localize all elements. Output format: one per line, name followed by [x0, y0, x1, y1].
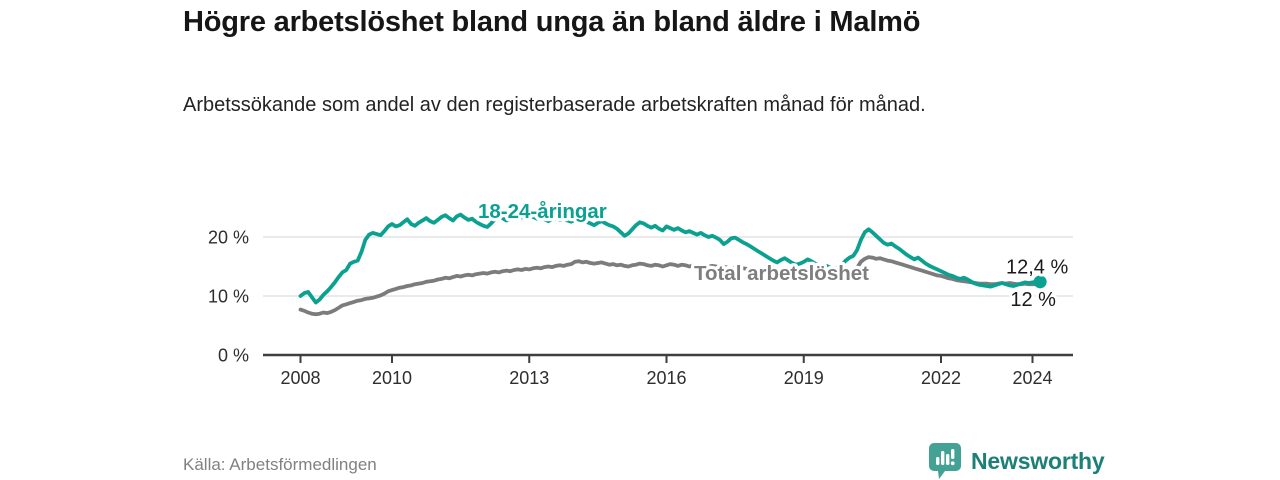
end-value-label-youth: 12,4 % — [1006, 256, 1068, 278]
x-tick-label: 2010 — [372, 368, 412, 388]
series-line-total — [298, 255, 1042, 317]
x-tick-label: 2013 — [509, 368, 549, 388]
x-tick-label: 2019 — [784, 368, 824, 388]
x-tick-label: 2016 — [646, 368, 686, 388]
page-title: Högre arbetslöshet bland unga än bland ä… — [183, 6, 921, 38]
x-tick-label: 2024 — [1012, 368, 1052, 388]
page-subtitle: Arbetssökande som andel av den registerb… — [183, 94, 926, 116]
source-label: Källa: Arbetsförmedlingen — [183, 455, 377, 474]
newsworthy-logo: Newsworthy — [929, 443, 1105, 480]
y-tick-label: 10 % — [208, 287, 249, 307]
x-tick-label: 2022 — [921, 368, 961, 388]
end-value-label-total: 12 % — [1010, 289, 1056, 311]
series-end-dot — [1033, 275, 1047, 289]
bar-chart-speech-bubble-icon — [929, 443, 961, 479]
series-label-youth: 18-24-åringar — [478, 200, 607, 223]
y-tick-label: 0 % — [218, 346, 249, 366]
x-tick-label: 2008 — [280, 368, 320, 388]
y-tick-label: 20 % — [208, 228, 249, 248]
newsworthy-wordmark: Newsworthy — [971, 448, 1105, 474]
series-line-youth — [298, 212, 1042, 305]
series-label-total: Total arbetslöshet — [694, 262, 869, 285]
